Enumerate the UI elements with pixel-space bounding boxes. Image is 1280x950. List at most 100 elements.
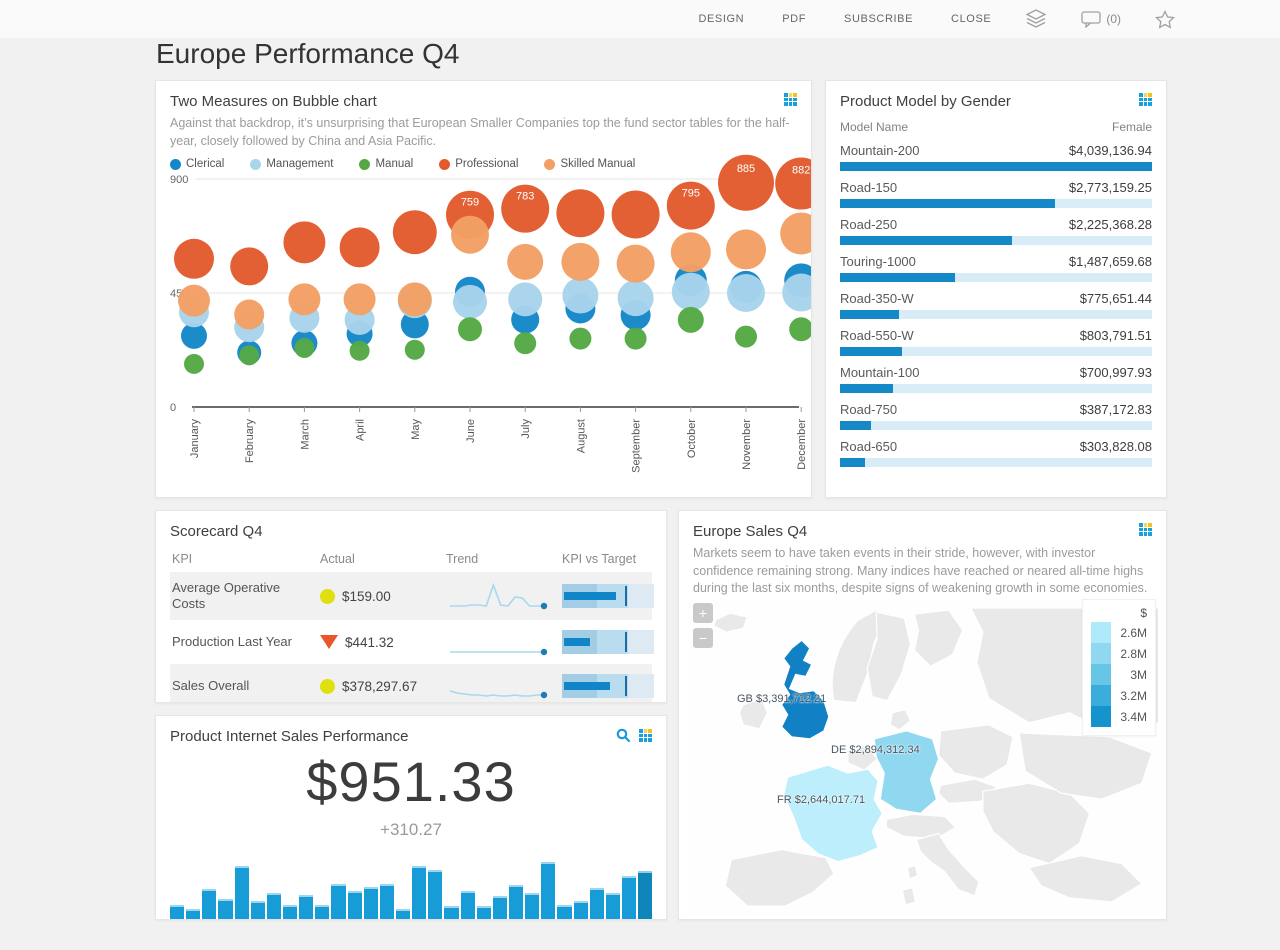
country-de[interactable]: [873, 730, 940, 815]
country-denmark[interactable]: [889, 709, 912, 731]
bar[interactable]: [492, 896, 507, 919]
grid-icon[interactable]: [639, 729, 652, 742]
star-icon[interactable]: [1155, 9, 1175, 29]
grid-icon[interactable]: [784, 93, 797, 106]
map-zoom-in-button[interactable]: +: [693, 603, 713, 623]
bubble-manual[interactable]: [514, 332, 537, 355]
table-row[interactable]: Road-750 $387,172.83: [840, 402, 1152, 430]
bubble-manual[interactable]: [349, 340, 370, 361]
layers-icon[interactable]: [1025, 9, 1047, 29]
region-alps[interactable]: [885, 813, 957, 840]
island-corsica[interactable]: [906, 864, 919, 880]
map-label-de[interactable]: DE $2,894,312.34: [831, 744, 920, 756]
bar[interactable]: [525, 893, 540, 919]
comment-icon[interactable]: (0): [1081, 10, 1121, 28]
bubble-professional[interactable]: [718, 154, 774, 211]
bar[interactable]: [621, 876, 637, 919]
bubble-management[interactable]: [508, 282, 543, 317]
bar[interactable]: [218, 899, 233, 919]
table-row[interactable]: Road-550-W $803,791.51: [840, 328, 1152, 356]
legend-item-clerical[interactable]: Clerical: [170, 158, 224, 170]
bubble-skilled-manual[interactable]: [780, 212, 812, 255]
region-southeast[interactable]: [1028, 855, 1143, 903]
bubble-manual[interactable]: [735, 325, 757, 348]
bar[interactable]: [638, 871, 653, 919]
bubble-skilled-manual[interactable]: [234, 299, 265, 330]
bubble-management[interactable]: [727, 274, 765, 312]
legend-item-management[interactable]: Management: [250, 158, 333, 170]
region-ukraine[interactable]: [1018, 732, 1153, 800]
bubble-professional[interactable]: [775, 157, 812, 210]
bubble-clerical[interactable]: [181, 322, 207, 349]
topbar-menu-item-design[interactable]: DESIGN: [698, 13, 745, 25]
bubble-manual[interactable]: [184, 353, 204, 374]
bubble-manual[interactable]: [677, 306, 704, 333]
bar[interactable]: [589, 888, 604, 919]
bubble-manual[interactable]: [789, 317, 812, 342]
country-gb[interactable]: [780, 639, 830, 740]
table-row[interactable]: Touring-1000 $1,487,659.68: [840, 254, 1152, 282]
bar[interactable]: [412, 866, 427, 919]
bubble-professional[interactable]: [230, 247, 269, 286]
bar[interactable]: [170, 905, 185, 919]
map-label-gb[interactable]: GB $3,391,712.21: [737, 693, 827, 705]
bubble-skilled-manual[interactable]: [507, 243, 544, 280]
bar[interactable]: [605, 893, 620, 919]
bubble-professional[interactable]: [283, 221, 326, 264]
bubble-skilled-manual[interactable]: [343, 283, 376, 316]
country-fr[interactable]: [782, 764, 883, 863]
bubble-manual[interactable]: [239, 345, 260, 366]
bar[interactable]: [315, 905, 330, 919]
table-row[interactable]: Mountain-100 $700,997.93: [840, 365, 1152, 393]
bubble-professional[interactable]: [392, 210, 437, 255]
bubble-management[interactable]: [453, 284, 487, 319]
bar[interactable]: [444, 906, 459, 919]
table-row[interactable]: Production Last Year $441.32: [170, 620, 654, 664]
bar[interactable]: [476, 906, 491, 919]
bar[interactable]: [299, 895, 314, 919]
country-benelux[interactable]: [847, 745, 879, 771]
country-iceland[interactable]: [713, 612, 749, 633]
bubble-professional[interactable]: [611, 190, 660, 239]
map-zoom-out-button[interactable]: −: [693, 628, 713, 648]
bar[interactable]: [428, 870, 443, 919]
legend-item-manual[interactable]: Manual: [359, 158, 413, 170]
bubble-professional[interactable]: [174, 238, 214, 279]
bar[interactable]: [363, 887, 378, 919]
table-row[interactable]: Mountain-200 $4,039,136.94: [840, 143, 1152, 171]
bubble-skilled-manual[interactable]: [397, 282, 432, 317]
bar[interactable]: [508, 885, 524, 919]
topbar-menu-item-subscribe[interactable]: SUBSCRIBE: [844, 13, 914, 25]
bubble-skilled-manual[interactable]: [451, 215, 489, 254]
bubble-manual[interactable]: [569, 327, 592, 350]
bar[interactable]: [202, 889, 217, 919]
bubble-skilled-manual[interactable]: [670, 232, 711, 273]
table-row[interactable]: Road-650 $303,828.08: [840, 439, 1152, 467]
region-iberia[interactable]: [724, 848, 835, 907]
bubble-skilled-manual[interactable]: [178, 284, 210, 317]
legend-item-skilled-manual[interactable]: Skilled Manual: [544, 158, 635, 170]
legend-item-professional[interactable]: Professional: [439, 158, 518, 170]
bubble-manual[interactable]: [404, 339, 425, 360]
bar[interactable]: [250, 901, 265, 919]
bar[interactable]: [541, 862, 556, 919]
grid-icon[interactable]: [1139, 523, 1152, 536]
bar[interactable]: [347, 891, 362, 919]
country-sweden[interactable]: [866, 611, 912, 702]
bubble-professional[interactable]: [339, 227, 380, 268]
bubble-management[interactable]: [617, 280, 654, 317]
bar[interactable]: [186, 909, 201, 919]
country-norway[interactable]: [831, 609, 888, 704]
bubble-manual[interactable]: [294, 337, 315, 358]
table-row[interactable]: Average Operative Costs $159.00: [170, 572, 654, 620]
bar[interactable]: [557, 905, 572, 919]
island-sardinia[interactable]: [901, 887, 917, 906]
map-label-fr[interactable]: FR $2,644,017.71: [777, 794, 866, 806]
bar[interactable]: [331, 884, 346, 919]
bar[interactable]: [379, 884, 394, 919]
bubble-management[interactable]: [562, 277, 599, 314]
table-row[interactable]: Road-150 $2,773,159.25: [840, 180, 1152, 208]
bar[interactable]: [573, 901, 588, 919]
bubble-professional[interactable]: [501, 184, 550, 233]
